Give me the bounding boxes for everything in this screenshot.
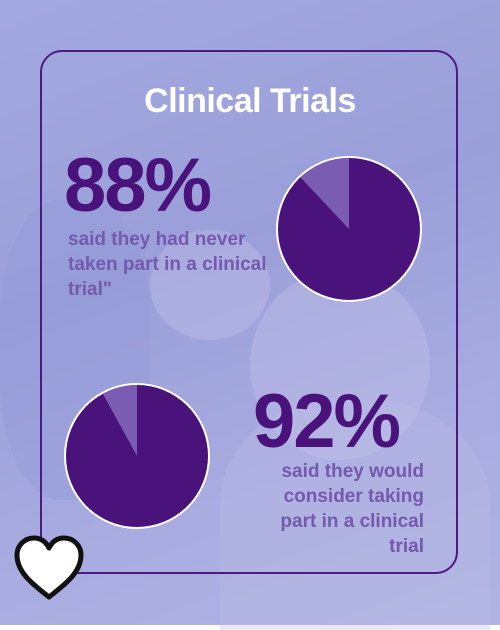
background-figure-body <box>220 400 490 630</box>
pie-chart-2 <box>64 383 210 529</box>
pie-slice-minor <box>102 385 137 456</box>
background-figure-head <box>250 270 430 460</box>
heart-icon <box>14 535 84 600</box>
content-frame <box>40 50 458 574</box>
stat-2-description: said they would consider taking part in … <box>280 461 424 557</box>
background-figure-hand <box>150 230 270 340</box>
pie-slice-minor <box>300 158 349 229</box>
page-title: Clinical Trials <box>144 82 356 120</box>
pie-chart-1 <box>276 156 422 302</box>
stat-2-value: 92% <box>253 379 401 464</box>
stat-1-value: 88% <box>64 143 212 228</box>
stat-1-description: said they had never taken part in a clin… <box>68 229 267 300</box>
